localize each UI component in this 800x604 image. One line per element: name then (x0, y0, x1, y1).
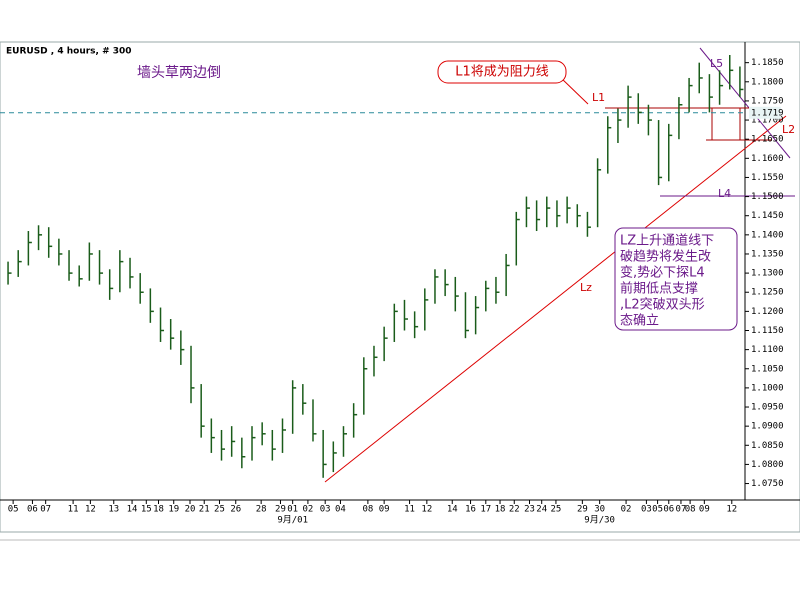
callout-arrow (559, 76, 589, 105)
note-box (614, 227, 738, 331)
callout-text: L1将成为阻力线 (455, 65, 549, 80)
line-label: L1 (592, 91, 605, 104)
y-tick-label: 1.1450 (751, 211, 784, 221)
y-tick-label: 1.1650 (751, 135, 784, 145)
y-tick-label: 1.0800 (751, 460, 784, 470)
y-tick-label: 1.1800 (751, 77, 784, 87)
y-tick-label: 1.1000 (751, 383, 784, 393)
note-line: 变,势必下探L4 (620, 265, 705, 281)
y-tick-label: 1.0750 (751, 479, 784, 489)
note-line: 态确立 (620, 314, 659, 329)
y-tick-label: 1.1750 (751, 96, 784, 106)
y-tick-label: 1.1700 (751, 116, 784, 126)
y-tick-label: 1.1350 (751, 249, 784, 259)
y-tick-label: 1.1600 (751, 154, 784, 164)
y-tick-label: 1.1500 (751, 192, 784, 202)
x-tick-label: 21 (199, 505, 210, 515)
x-tick-label: 26 (230, 505, 241, 515)
x-tick-label: 03 (641, 505, 652, 515)
x-tick-label: 02 (302, 505, 313, 515)
x-tick-label: 13 (108, 505, 119, 515)
month-label: 9月/01 (277, 515, 308, 526)
x-tick-label: 16 (465, 505, 476, 515)
x-tick-label: 29 (275, 505, 286, 515)
note-line: ,L2突破双头形 (620, 297, 705, 313)
x-tick-label: 04 (335, 505, 346, 515)
y-tick-label: 1.1050 (751, 364, 784, 374)
trend-line-lz (324, 115, 787, 483)
x-tick-label: 23 (524, 505, 535, 515)
x-tick-label: 17 (480, 505, 491, 515)
y-tick-label: 1.1400 (751, 230, 784, 240)
x-tick-label: 12 (421, 505, 432, 515)
x-tick-label: 20 (185, 505, 196, 515)
x-tick-label: 18 (153, 505, 164, 515)
line-label: L2 (782, 123, 795, 136)
x-tick-label: 25 (551, 505, 562, 515)
x-tick-label: 12 (726, 505, 737, 515)
x-tick-label: 05 (8, 505, 19, 515)
x-tick-label: 28 (256, 505, 267, 515)
x-tick-label: 12 (85, 505, 96, 515)
price-tag (749, 106, 781, 119)
month-label: 9月/30 (584, 515, 615, 526)
x-tick-label: 08 (362, 505, 373, 515)
x-tick-label: 06 (27, 505, 38, 515)
x-tick-label: 19 (168, 505, 179, 515)
symbol: EURUSD , 4 hours, # 300 (6, 47, 132, 57)
x-tick-label: 08 (685, 505, 696, 515)
x-tick-label: 25 (214, 505, 225, 515)
chart-title: 墙头草两边倒 (137, 65, 221, 81)
x-tick-label: 09 (699, 505, 710, 515)
y-tick-label: 1.1850 (751, 58, 784, 68)
x-tick-label: 29 (577, 505, 588, 515)
y-tick-label: 1.1550 (751, 173, 784, 183)
x-tick-label: 07 (40, 505, 51, 515)
x-tick-label: 24 (536, 505, 547, 515)
callout-box (437, 60, 567, 84)
y-tick-label: 1.0900 (751, 422, 784, 432)
note-line: 破趋势将发生改 (620, 249, 711, 265)
y-tick-label: 1.1100 (751, 345, 784, 355)
x-tick-label: 22 (509, 505, 520, 515)
line-label: L5 (710, 57, 723, 70)
price-label: 1.1719 (751, 108, 784, 118)
y-tick-label: 1.0950 (751, 403, 784, 413)
x-tick-label: 14 (447, 505, 458, 515)
note-line: LZ上升通道线下 (620, 234, 714, 249)
x-tick-label: 01 (287, 505, 298, 515)
x-tick-label: 18 (495, 505, 506, 515)
y-tick-label: 1.1200 (751, 307, 784, 317)
x-tick-label: 09 (379, 505, 390, 515)
x-tick-label: 14 (127, 505, 138, 515)
y-tick-label: 1.0850 (751, 441, 784, 451)
x-tick-label: 02 (621, 505, 632, 515)
note-line: 前期低点支撑 (620, 281, 698, 297)
x-tick-label: 05 (652, 505, 663, 515)
x-tick-label: 15 (141, 505, 152, 515)
x-tick-label: 03 (320, 505, 331, 515)
x-tick-label: 07 (676, 505, 687, 515)
line-label: Lz (580, 281, 592, 294)
y-tick-label: 1.1250 (751, 288, 784, 298)
line-label: L4 (718, 187, 731, 200)
y-tick-label: 1.1300 (751, 269, 784, 279)
y-tick-label: 1.1150 (751, 326, 784, 336)
x-tick-label: 30 (594, 505, 605, 515)
x-tick-label: 11 (68, 505, 79, 515)
x-tick-label: 06 (663, 505, 674, 515)
x-tick-label: 11 (404, 505, 415, 515)
trend-line-l5 (699, 47, 791, 159)
